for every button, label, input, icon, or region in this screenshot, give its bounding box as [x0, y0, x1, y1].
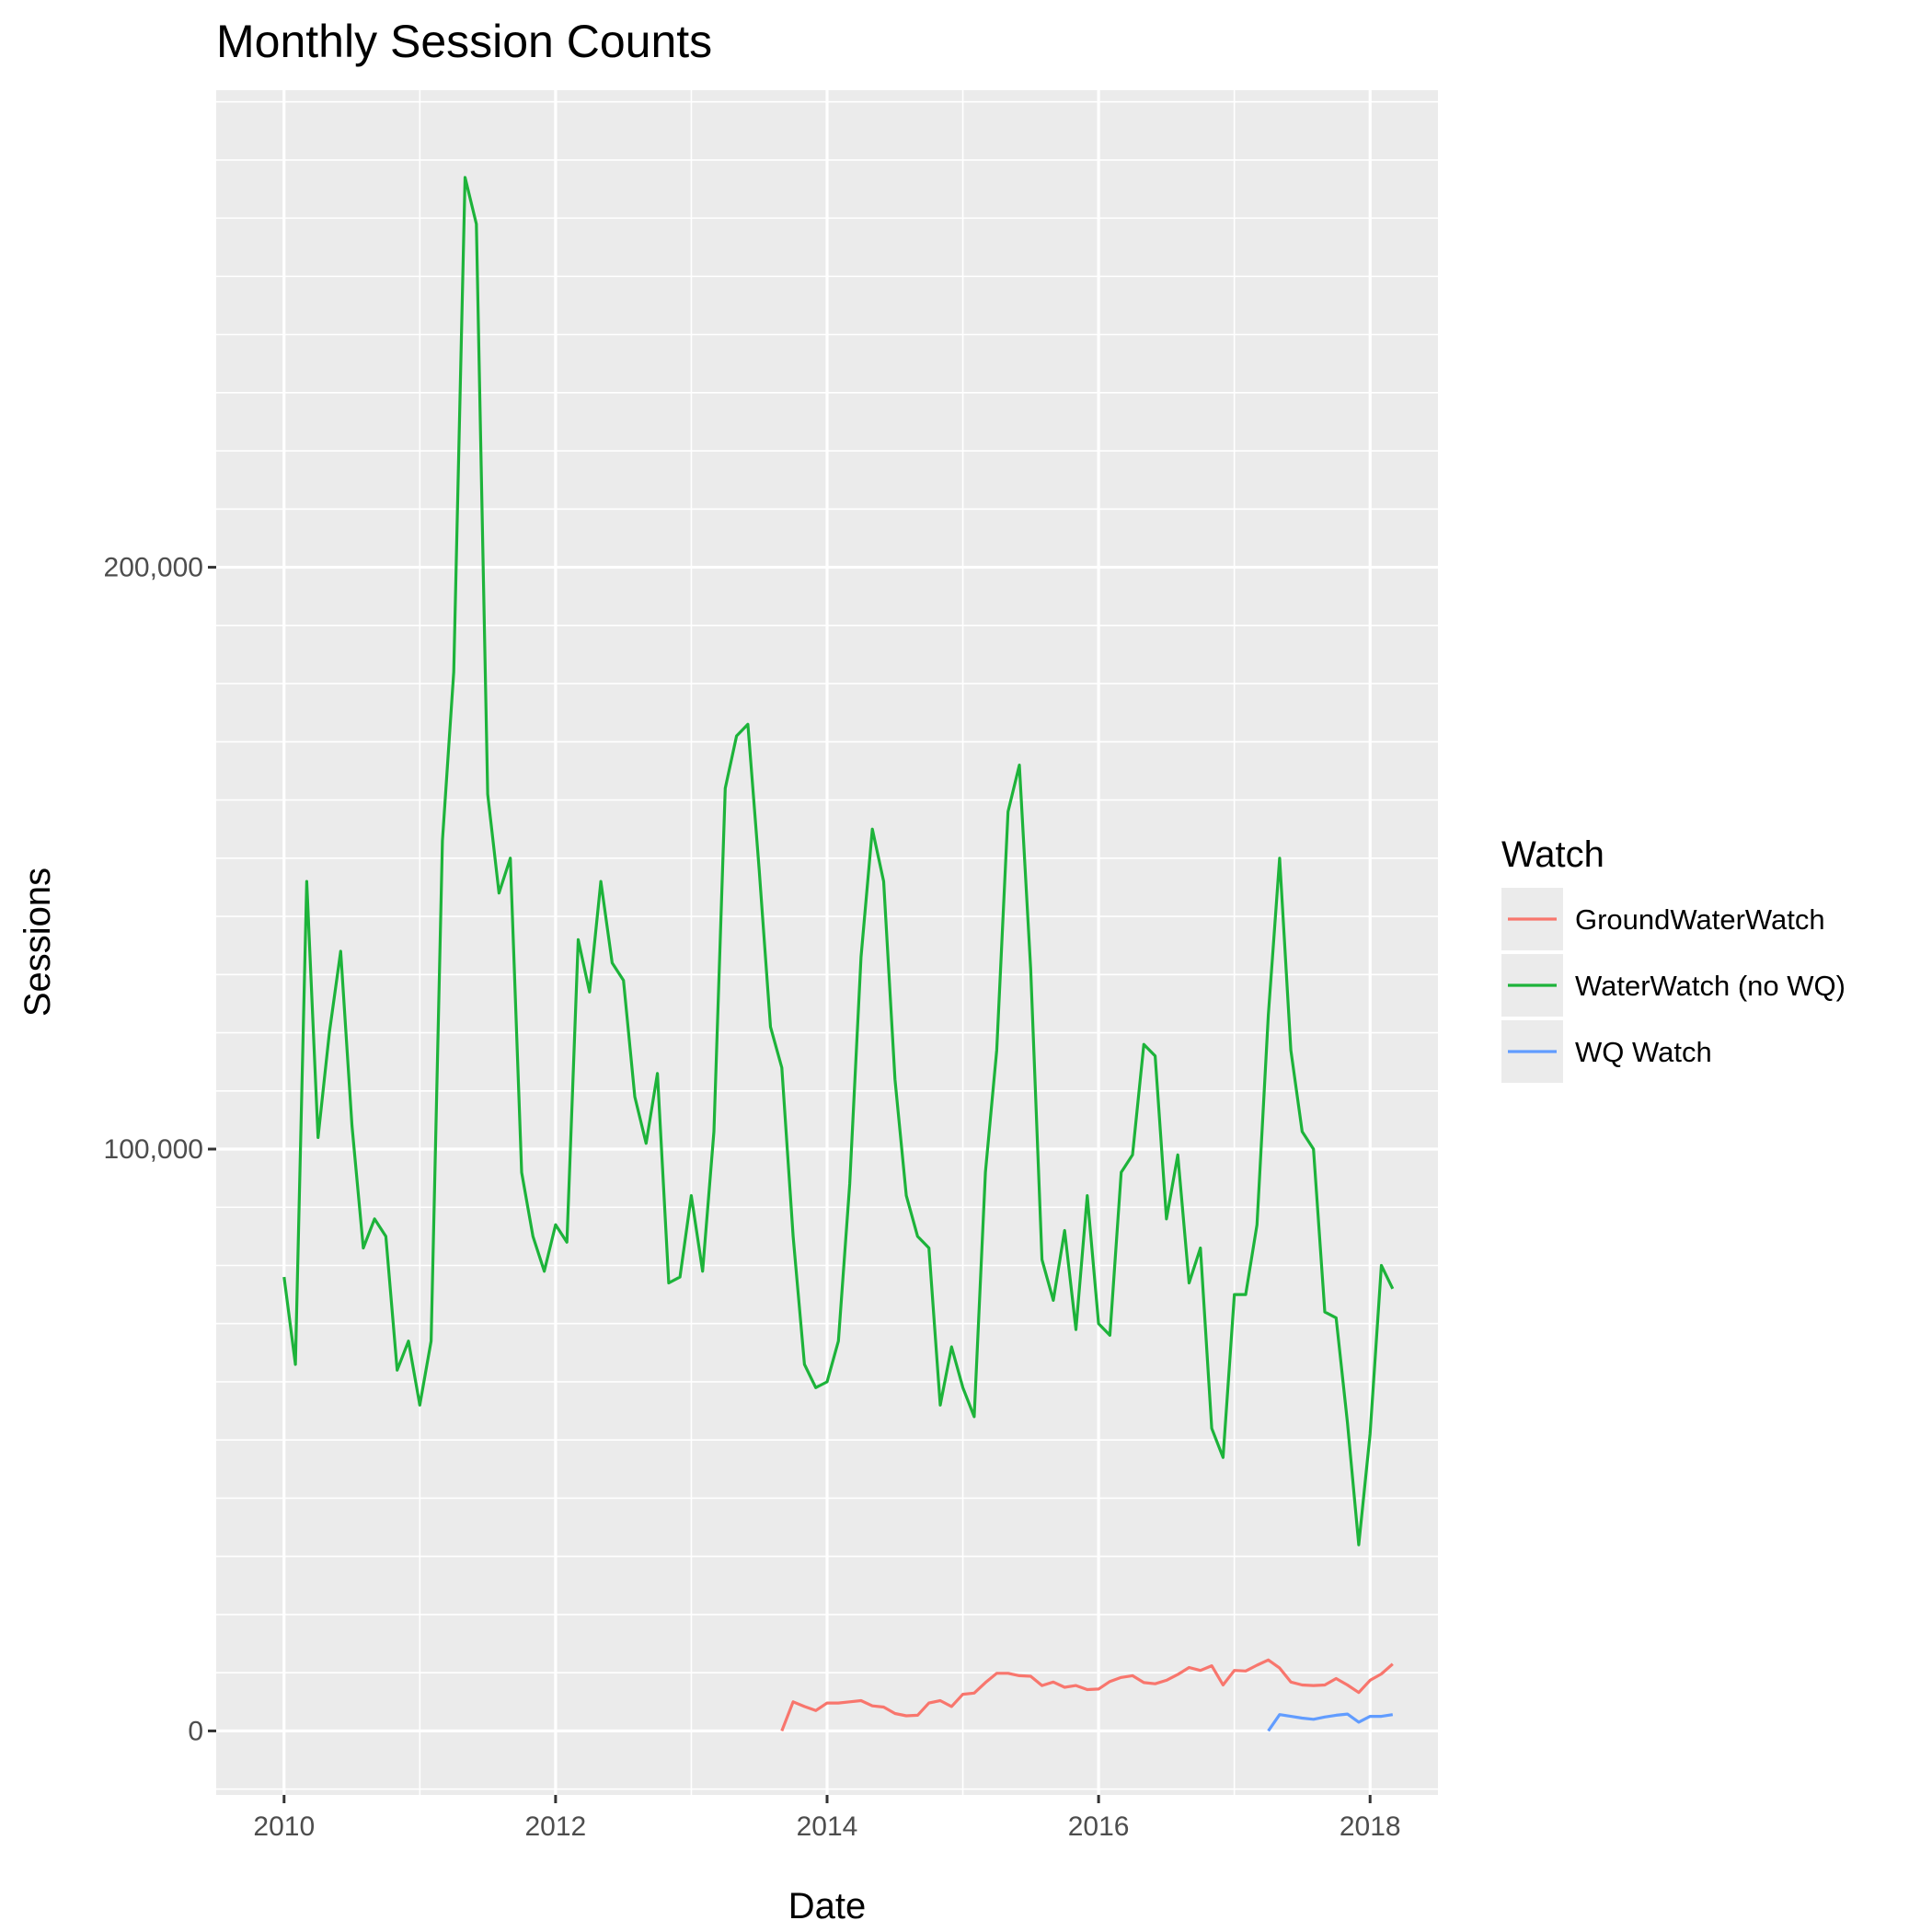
y-tick-label: 200,000: [104, 553, 203, 583]
series-line-1: [780, 1658, 1394, 1731]
x-tick-label: 2012: [525, 1811, 587, 1842]
legend-items: GroundWaterWatch WaterWatch (no WQ) WQ Wat…: [1501, 888, 1846, 1083]
x-tick-label: 2010: [253, 1811, 315, 1842]
x-tick-label: 2018: [1340, 1811, 1401, 1842]
series-line-3: [1267, 1712, 1394, 1732]
y-tick-label: 0: [188, 1716, 203, 1746]
x-axis-title: Date: [788, 1886, 867, 1926]
legend: Watch GroundWaterWatch WaterWatch (no WQ)…: [1501, 834, 1846, 1083]
legend-label: WQ Watch: [1575, 1036, 1712, 1068]
legend-item-2: WaterWatch (no WQ): [1501, 954, 1846, 1017]
x-tick-label: 2016: [1068, 1811, 1130, 1842]
legend-title: Watch: [1501, 834, 1604, 875]
chart-title: Monthly Session Counts: [216, 16, 712, 67]
series-line-2: [282, 176, 1395, 1547]
grid-major: [216, 90, 1438, 1795]
x-axis: 2010 2012 2014 2016 2018: [253, 1795, 1401, 1842]
x-tick-label: 2014: [797, 1811, 858, 1842]
series-layer: [282, 176, 1395, 1732]
legend-item-1: GroundWaterWatch: [1501, 888, 1825, 950]
legend-item-3: WQ Watch: [1501, 1020, 1712, 1083]
y-axis-title: Sessions: [17, 868, 58, 1017]
y-axis: 0 100,000 200,000: [104, 553, 216, 1746]
y-tick-label: 100,000: [104, 1134, 203, 1165]
legend-label: GroundWaterWatch: [1575, 903, 1825, 936]
legend-label: WaterWatch (no WQ): [1575, 970, 1846, 1002]
